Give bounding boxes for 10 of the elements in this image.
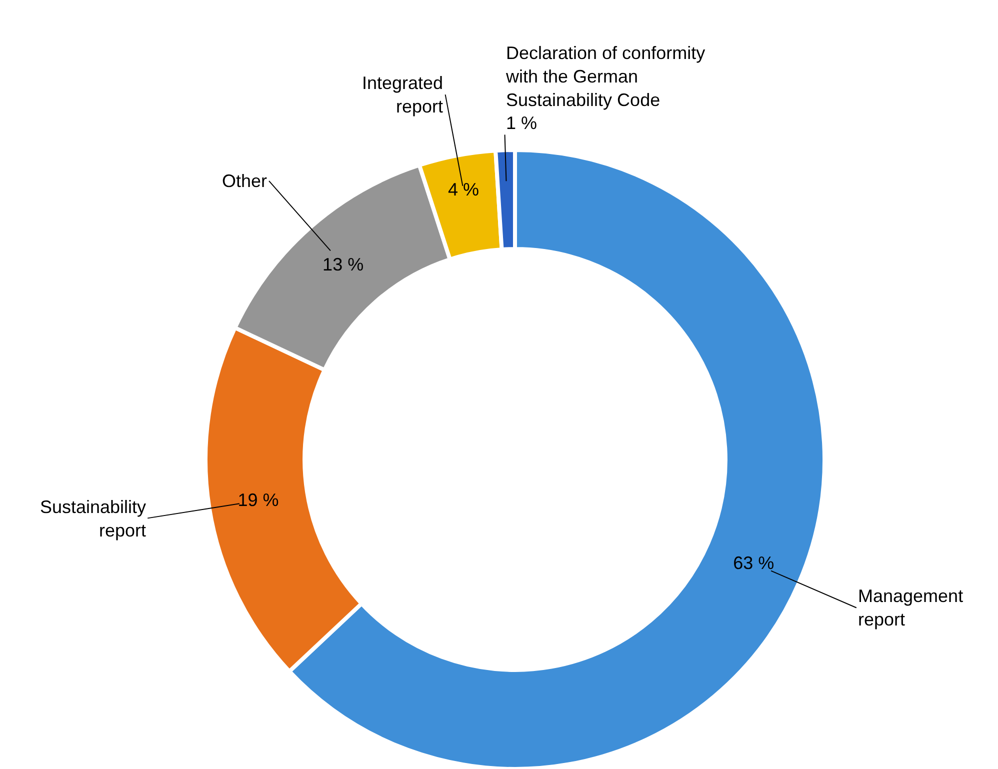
slice-label: Declaration of conformity with the German Sustainability Code [505, 43, 706, 110]
slice-label: Integrated report [362, 73, 444, 116]
data-label: 13 % [322, 254, 364, 274]
data-label: 19 % [238, 490, 279, 510]
data-label: 1 % [506, 113, 538, 134]
data-label: 63 % [733, 552, 774, 573]
data-label: 4 % [448, 179, 479, 200]
slice-label: Other [222, 171, 268, 191]
slice-label: Sustainability report [40, 497, 146, 540]
slice-label: Management report [858, 586, 964, 630]
